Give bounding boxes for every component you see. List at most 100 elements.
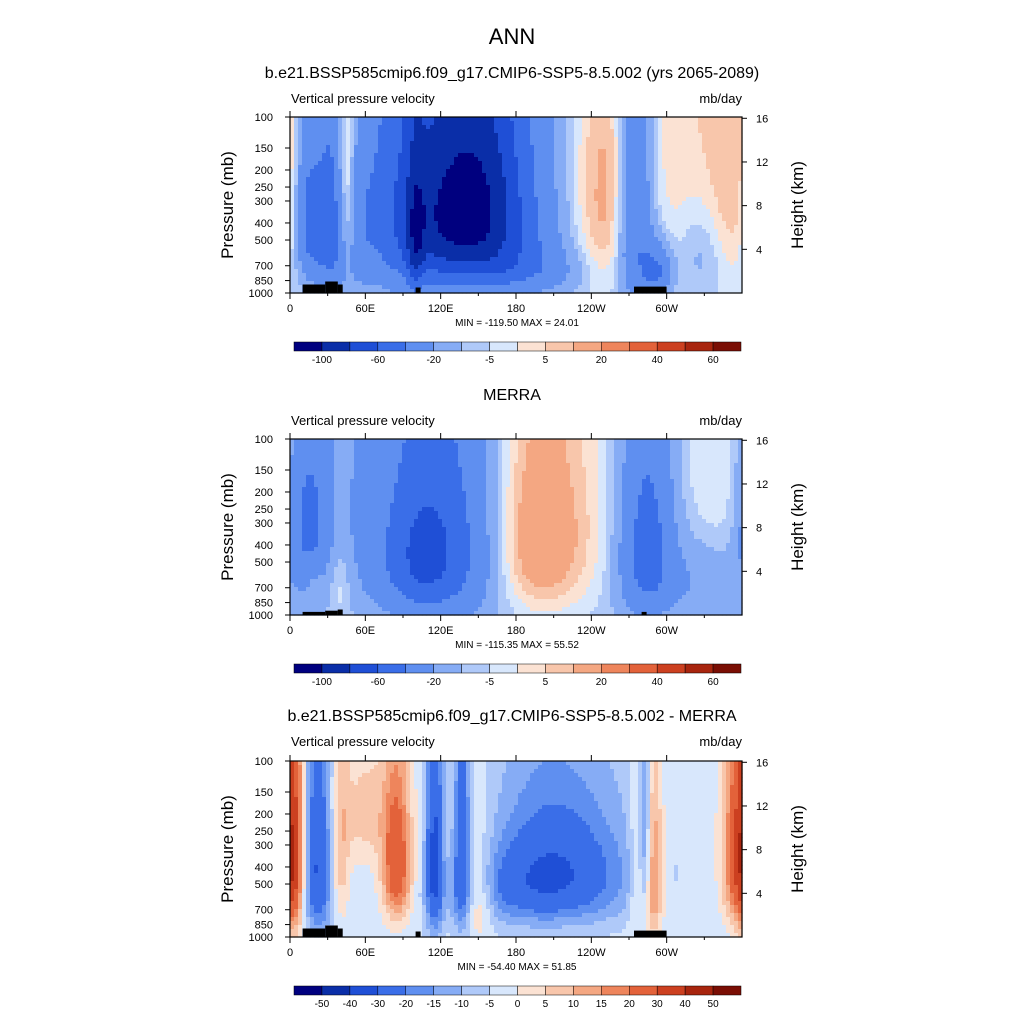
heatmap-cell	[558, 149, 563, 154]
heatmap-cell	[410, 169, 415, 174]
heatmap-cell	[334, 129, 339, 134]
heatmap-cell	[370, 145, 375, 150]
heatmap-cell	[694, 217, 699, 222]
heatmap-cell	[514, 169, 519, 174]
heatmap-cell	[718, 285, 723, 290]
heatmap-cell	[734, 145, 739, 150]
heatmap-cell	[314, 125, 319, 130]
heatmap-cell	[410, 281, 415, 286]
heatmap-cell	[318, 181, 323, 186]
heatmap-cell	[394, 137, 399, 142]
heatmap-cell	[634, 177, 639, 182]
heatmap-cell	[370, 177, 375, 182]
heatmap-cell	[430, 277, 435, 282]
heatmap-cell	[454, 153, 459, 158]
heatmap-cell	[354, 125, 359, 130]
heatmap-cell	[506, 289, 511, 294]
heatmap-cell	[290, 165, 295, 170]
heatmap-cell	[298, 241, 303, 246]
heatmap-cell	[406, 225, 411, 230]
heatmap-cell	[598, 201, 603, 206]
heatmap-cell	[374, 173, 379, 178]
heatmap-cell	[438, 237, 443, 242]
heatmap-cell	[706, 253, 711, 258]
heatmap-cell	[686, 193, 691, 198]
heatmap-cell	[590, 225, 595, 230]
heatmap-cell	[334, 209, 339, 214]
heatmap-cell	[686, 229, 691, 234]
heatmap-cell	[370, 209, 375, 214]
heatmap-cell	[298, 277, 303, 282]
heatmap-cell	[430, 241, 435, 246]
heatmap-cell	[682, 121, 687, 126]
heatmap-cell	[374, 273, 379, 278]
heatmap-cell	[558, 137, 563, 142]
heatmap-cell	[574, 205, 579, 210]
heatmap-cell	[510, 205, 515, 210]
heatmap-cell	[450, 205, 455, 210]
heatmap-cell	[562, 153, 567, 158]
heatmap-cell	[338, 253, 343, 258]
heatmap-cell	[374, 249, 379, 254]
heatmap-cell	[290, 189, 295, 194]
heatmap-cell	[582, 165, 587, 170]
heatmap-cell	[578, 257, 583, 262]
heatmap-cell	[550, 181, 555, 186]
heatmap-cell	[310, 273, 315, 278]
heatmap-cell	[406, 197, 411, 202]
heatmap-cell	[562, 285, 567, 290]
heatmap-cell	[322, 221, 327, 226]
heatmap-cell	[702, 193, 707, 198]
heatmap-cell	[322, 241, 327, 246]
heatmap-cell	[690, 165, 695, 170]
heatmap-cell	[622, 229, 627, 234]
heatmap-cell	[458, 217, 463, 222]
heatmap-cell	[534, 209, 539, 214]
heatmap-cell	[582, 221, 587, 226]
heatmap-cell	[318, 249, 323, 254]
heatmap-cell	[442, 273, 447, 278]
heatmap-cell	[538, 281, 543, 286]
heatmap-cell	[418, 237, 423, 242]
heatmap-cell	[358, 289, 363, 294]
heatmap-cell	[322, 257, 327, 262]
heatmap-cell	[370, 217, 375, 222]
heatmap-cell	[510, 165, 515, 170]
heatmap-cell	[454, 181, 459, 186]
heatmap-cell	[386, 137, 391, 142]
heatmap-cell	[630, 265, 635, 270]
heatmap-cell	[578, 149, 583, 154]
heatmap-cell	[426, 225, 431, 230]
heatmap-cell	[674, 189, 679, 194]
heatmap-cell	[594, 201, 599, 206]
heatmap-cell	[570, 277, 575, 282]
heatmap-cell	[518, 117, 523, 122]
heatmap-cell	[350, 161, 355, 166]
heatmap-cell	[454, 117, 459, 122]
heatmap-cell	[494, 165, 499, 170]
heatmap-cell	[726, 181, 731, 186]
heatmap-cell	[574, 169, 579, 174]
heatmap-cell	[390, 165, 395, 170]
heatmap-cell	[314, 193, 319, 198]
heatmap-cell	[366, 221, 371, 226]
heatmap-cell	[462, 177, 467, 182]
heatmap-cell	[498, 241, 503, 246]
heatmap-cell	[322, 205, 327, 210]
heatmap-cell	[686, 117, 691, 122]
heatmap-cell	[478, 257, 483, 262]
heatmap-cell	[474, 173, 479, 178]
heatmap-cell	[394, 241, 399, 246]
heatmap-cell	[722, 277, 727, 282]
heatmap-cell	[426, 257, 431, 262]
heatmap-cell	[498, 153, 503, 158]
heatmap-cell	[414, 245, 419, 250]
heatmap-cell	[686, 165, 691, 170]
heatmap-cell	[382, 281, 387, 286]
heatmap-cell	[366, 241, 371, 246]
heatmap-cell	[458, 273, 463, 278]
heatmap-cell	[714, 185, 719, 190]
heatmap-cell	[358, 261, 363, 266]
heatmap-cell	[666, 137, 671, 142]
heatmap-cell	[490, 269, 495, 274]
